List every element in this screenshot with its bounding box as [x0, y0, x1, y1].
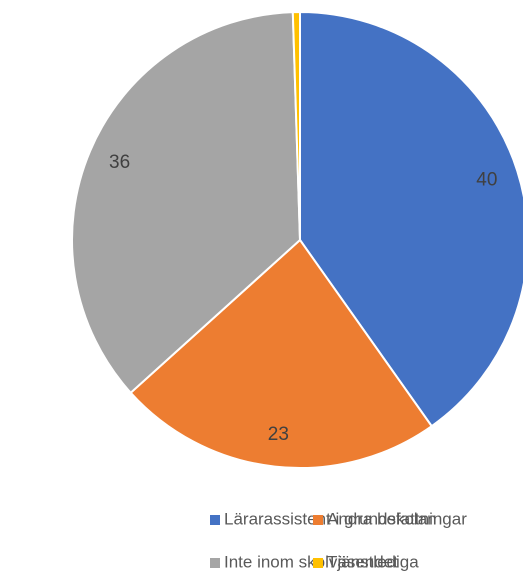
pie-slice — [299, 10, 523, 428]
data-label: 23 — [268, 424, 289, 445]
legend-swatch — [210, 558, 220, 568]
legend-swatch — [313, 558, 323, 568]
legend-label: Tjänstlediga — [327, 552, 419, 571]
data-label: 40 — [476, 170, 497, 191]
legend-label: Andra befattningar — [327, 509, 467, 528]
legend-swatch — [313, 515, 323, 525]
pie-slice — [129, 238, 434, 469]
legend-label: Inte inom skolväsendet — [224, 552, 398, 571]
pie-slice — [71, 11, 302, 395]
pie-slice — [291, 10, 301, 241]
data-label: 36 — [109, 152, 130, 173]
legend-swatch — [210, 515, 220, 525]
legend-label: Lärarassistent i grundskolan — [224, 509, 437, 528]
